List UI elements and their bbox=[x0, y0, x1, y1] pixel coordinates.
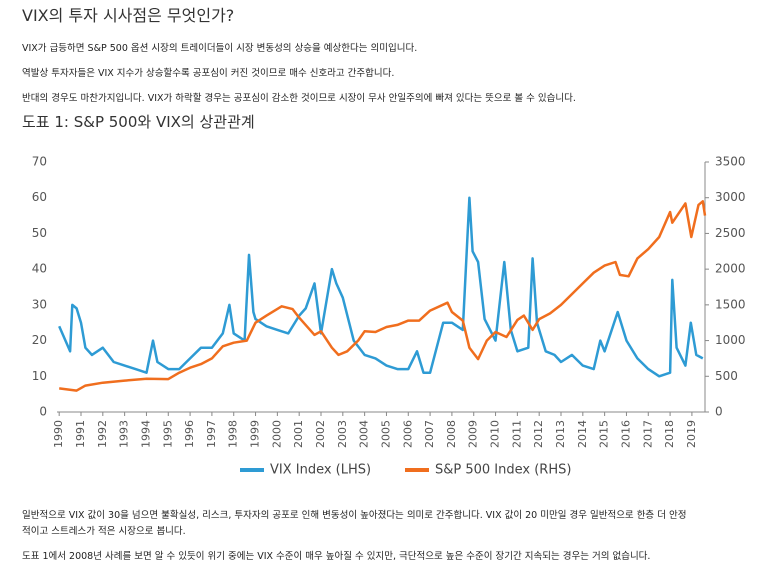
x-tick-label: 2010 bbox=[489, 420, 502, 448]
title: VIX의 투자 시사점은 무엇인가? bbox=[22, 6, 235, 25]
x-tick-label: 1990 bbox=[52, 420, 65, 448]
y2-tick-label: 2500 bbox=[715, 226, 746, 240]
legend-label: VIX Index (LHS) bbox=[270, 463, 371, 478]
y-tick-label: 10 bbox=[32, 369, 47, 383]
x-tick-label: 2014 bbox=[576, 420, 589, 448]
paragraph: 적이고 스트레스가 적은 시장으로 봅니다. bbox=[22, 526, 186, 537]
y-tick-label: 60 bbox=[32, 190, 47, 204]
x-tick-label: 2016 bbox=[619, 420, 632, 448]
x-tick-label: 2004 bbox=[358, 420, 371, 448]
x-tick-label: 2015 bbox=[598, 420, 611, 448]
y-tick-label: 0 bbox=[39, 405, 47, 419]
y2-tick-label: 2000 bbox=[715, 262, 746, 276]
y-tick-label: 40 bbox=[32, 262, 47, 276]
x-tick-label: 1991 bbox=[74, 420, 87, 448]
paragraph: VIX가 급등하면 S&P 500 옵션 시장의 트레이더들이 시장 변동성의 … bbox=[22, 43, 418, 54]
y-tick-label: 50 bbox=[32, 226, 47, 240]
x-tick-label: 2003 bbox=[336, 420, 349, 448]
paragraph: 반대의 경우도 마찬가지입니다. VIX가 하락할 경우는 공포심이 감소한 것… bbox=[22, 93, 576, 104]
x-tick-label: 1997 bbox=[205, 420, 218, 448]
legend-label: S&P 500 Index (RHS) bbox=[435, 463, 571, 478]
x-tick-label: 2011 bbox=[510, 420, 523, 448]
series-line bbox=[58, 196, 704, 378]
x-tick-label: 2018 bbox=[663, 420, 676, 448]
x-tick-label: 1999 bbox=[249, 420, 262, 448]
x-tick-label: 2005 bbox=[379, 420, 392, 448]
y2-tick-label: 500 bbox=[715, 369, 738, 383]
x-tick-label: 2009 bbox=[467, 420, 480, 448]
chart: 0 10 20 30 40 50 60 70 0 500 1000 1500 2000 2500 3000 3… bbox=[32, 155, 746, 478]
x-tick-label: 2012 bbox=[532, 420, 545, 448]
x-tick-label: 1998 bbox=[227, 420, 240, 448]
y-tick-label: 30 bbox=[32, 297, 47, 311]
x-tick-label: 1996 bbox=[183, 420, 196, 448]
x-tick-label: 1993 bbox=[118, 420, 131, 448]
x-tick-label: 2008 bbox=[445, 420, 458, 448]
x-tick-label: 2006 bbox=[401, 420, 414, 448]
x-tick-label: 2000 bbox=[270, 420, 283, 448]
y-tick-label: 70 bbox=[32, 155, 47, 169]
y-tick-label: 20 bbox=[32, 333, 47, 347]
y2-tick-label: 3500 bbox=[715, 155, 746, 169]
series-line bbox=[59, 200, 707, 392]
x-tick-label: 2013 bbox=[554, 420, 567, 448]
paragraph: 일반적으로 VIX 값이 30을 넘으면 불확실성, 리스크, 투자자의 공포로… bbox=[22, 510, 687, 521]
x-tick-label: 2002 bbox=[314, 420, 327, 448]
x-tick-label: 1994 bbox=[139, 420, 152, 448]
x-tick-label: 2019 bbox=[685, 420, 698, 448]
x-tick-label: 2007 bbox=[423, 420, 436, 448]
x-tick-label: 2017 bbox=[641, 420, 654, 448]
x-tick-label: 1992 bbox=[96, 420, 109, 448]
x-tick-label: 2001 bbox=[292, 420, 305, 448]
y2-tick-label: 1500 bbox=[715, 297, 746, 311]
y2-tick-label: 0 bbox=[715, 405, 723, 419]
paragraph: 도표 1에서 2008년 사례를 보면 알 수 있듯이 위기 중에는 VIX 수… bbox=[22, 551, 651, 562]
paragraph: 역발상 투자자들은 VIX 지수가 상승할수록 공포심이 커진 것이므로 매수 … bbox=[22, 68, 395, 79]
y2-tick-label: 3000 bbox=[715, 190, 746, 204]
figure-title: 도표 1: S&P 500와 VIX의 상관관계 bbox=[22, 113, 255, 131]
x-tick-label: 1995 bbox=[161, 420, 174, 448]
y2-tick-label: 1000 bbox=[715, 333, 746, 347]
